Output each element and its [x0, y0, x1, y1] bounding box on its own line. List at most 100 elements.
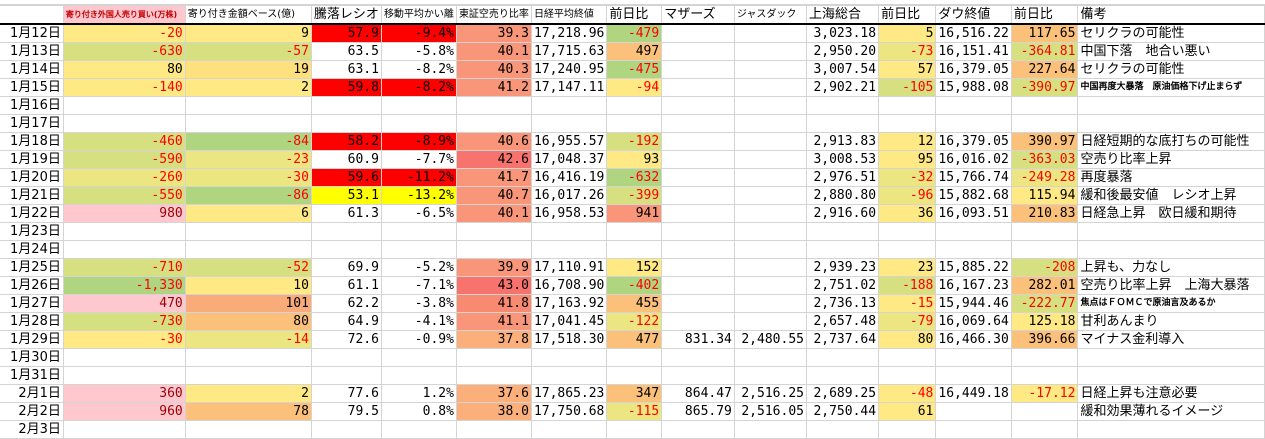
- data-cell[interactable]: [661, 114, 735, 133]
- data-cell[interactable]: 3,008.53: [805, 150, 880, 169]
- date-cell[interactable]: 1月28日: [0, 312, 64, 331]
- data-cell[interactable]: [530, 96, 608, 115]
- data-cell[interactable]: 16,516.22: [935, 23, 1012, 43]
- data-cell[interactable]: 40.3: [455, 60, 532, 79]
- data-cell[interactable]: 15,988.08: [935, 78, 1012, 97]
- data-cell[interactable]: [530, 366, 608, 385]
- data-cell[interactable]: 2,880.80: [805, 186, 880, 205]
- note-cell[interactable]: [1077, 96, 1265, 115]
- data-cell[interactable]: [606, 348, 663, 367]
- data-cell[interactable]: [661, 60, 735, 79]
- data-cell[interactable]: 2,950.20: [805, 42, 880, 61]
- date-cell[interactable]: 1月14日: [0, 60, 64, 79]
- data-cell[interactable]: -590: [62, 150, 186, 169]
- data-cell[interactable]: [935, 222, 1012, 241]
- data-cell[interactable]: [62, 348, 186, 367]
- data-cell[interactable]: 57.9: [310, 23, 382, 43]
- data-cell[interactable]: [455, 114, 532, 133]
- data-cell[interactable]: 347: [606, 384, 663, 403]
- data-cell[interactable]: 12: [878, 132, 937, 151]
- data-cell[interactable]: 17,147.11: [530, 78, 608, 97]
- data-cell[interactable]: [733, 366, 807, 385]
- data-cell[interactable]: 115.94: [1010, 186, 1079, 205]
- data-cell[interactable]: 40.1: [455, 204, 532, 223]
- note-cell[interactable]: 中国再度大暴落 原油価格下げ止まらず: [1077, 78, 1265, 97]
- data-cell[interactable]: [606, 96, 663, 115]
- date-cell[interactable]: 1月16日: [0, 96, 64, 115]
- data-cell[interactable]: [733, 186, 807, 205]
- data-cell[interactable]: 61: [878, 402, 937, 421]
- data-cell[interactable]: 17,110.91: [530, 258, 608, 277]
- data-cell[interactable]: -23: [184, 150, 312, 169]
- data-cell[interactable]: -1,330: [62, 276, 186, 295]
- data-cell[interactable]: 16,069.64: [935, 312, 1012, 331]
- data-cell[interactable]: 282.01: [1010, 276, 1079, 295]
- data-cell[interactable]: 17,240.95: [530, 60, 608, 79]
- data-cell[interactable]: [62, 240, 186, 259]
- date-cell[interactable]: 1月21日: [0, 186, 64, 205]
- data-cell[interactable]: -5.8%: [380, 42, 457, 61]
- data-cell[interactable]: 2,939.23: [805, 258, 880, 277]
- data-cell[interactable]: 15,944.46: [935, 294, 1012, 313]
- data-cell[interactable]: [733, 294, 807, 313]
- note-cell[interactable]: 中国下落 地合い悪い: [1077, 42, 1265, 61]
- data-cell[interactable]: -260: [62, 168, 186, 187]
- data-cell[interactable]: [935, 366, 1012, 385]
- data-cell[interactable]: 210.83: [1010, 204, 1079, 223]
- data-cell[interactable]: [184, 366, 312, 385]
- data-cell[interactable]: 2,737.64: [805, 330, 880, 349]
- data-cell[interactable]: 10: [184, 276, 312, 295]
- data-cell[interactable]: [661, 168, 735, 187]
- date-cell[interactable]: 1月18日: [0, 132, 64, 151]
- data-cell[interactable]: [935, 402, 1012, 421]
- date-cell[interactable]: 1月31日: [0, 366, 64, 385]
- data-cell[interactable]: -730: [62, 312, 186, 331]
- data-cell[interactable]: [661, 312, 735, 331]
- data-cell[interactable]: [530, 240, 608, 259]
- data-cell[interactable]: [878, 366, 937, 385]
- date-cell[interactable]: 1月17日: [0, 114, 64, 133]
- data-cell[interactable]: [733, 204, 807, 223]
- data-cell[interactable]: 80: [184, 312, 312, 331]
- data-cell[interactable]: 16,151.41: [935, 42, 1012, 61]
- data-cell[interactable]: [1010, 240, 1079, 259]
- data-cell[interactable]: [733, 348, 807, 367]
- data-cell[interactable]: [310, 366, 382, 385]
- data-cell[interactable]: [935, 420, 1012, 439]
- data-cell[interactable]: -9.4%: [380, 23, 457, 43]
- data-cell[interactable]: 2,976.51: [805, 168, 880, 187]
- data-cell[interactable]: [530, 348, 608, 367]
- data-cell[interactable]: -86: [184, 186, 312, 205]
- data-cell[interactable]: -13.2%: [380, 186, 457, 205]
- data-cell[interactable]: 40.1: [455, 42, 532, 61]
- data-cell[interactable]: [310, 222, 382, 241]
- data-cell[interactable]: [935, 114, 1012, 133]
- data-cell[interactable]: 37.8: [455, 330, 532, 349]
- data-cell[interactable]: -188: [878, 276, 937, 295]
- data-cell[interactable]: -84: [184, 132, 312, 151]
- data-cell[interactable]: 5: [878, 23, 937, 43]
- data-cell[interactable]: -363.03: [1010, 150, 1079, 169]
- data-cell[interactable]: -479: [606, 23, 663, 43]
- data-cell[interactable]: 2,736.13: [805, 294, 880, 313]
- data-cell[interactable]: [878, 114, 937, 133]
- data-cell[interactable]: [935, 348, 1012, 367]
- column-header-0[interactable]: [0, 5, 64, 25]
- data-cell[interactable]: [455, 348, 532, 367]
- data-cell[interactable]: -8.2%: [380, 60, 457, 79]
- data-cell[interactable]: [733, 276, 807, 295]
- data-cell[interactable]: [733, 42, 807, 61]
- note-cell[interactable]: セリクラの可能性: [1077, 23, 1265, 43]
- data-cell[interactable]: 17,865.23: [530, 384, 608, 403]
- column-header-8[interactable]: マザーズ: [661, 5, 735, 25]
- data-cell[interactable]: 16,449.18: [935, 384, 1012, 403]
- note-cell[interactable]: 再度暴落: [1077, 168, 1265, 187]
- data-cell[interactable]: 41.2: [455, 78, 532, 97]
- data-cell[interactable]: [380, 366, 457, 385]
- data-cell[interactable]: [184, 348, 312, 367]
- data-cell[interactable]: -630: [62, 42, 186, 61]
- date-cell[interactable]: 1月24日: [0, 240, 64, 259]
- data-cell[interactable]: [1010, 420, 1079, 439]
- data-cell[interactable]: 40.6: [455, 132, 532, 151]
- data-cell[interactable]: [661, 366, 735, 385]
